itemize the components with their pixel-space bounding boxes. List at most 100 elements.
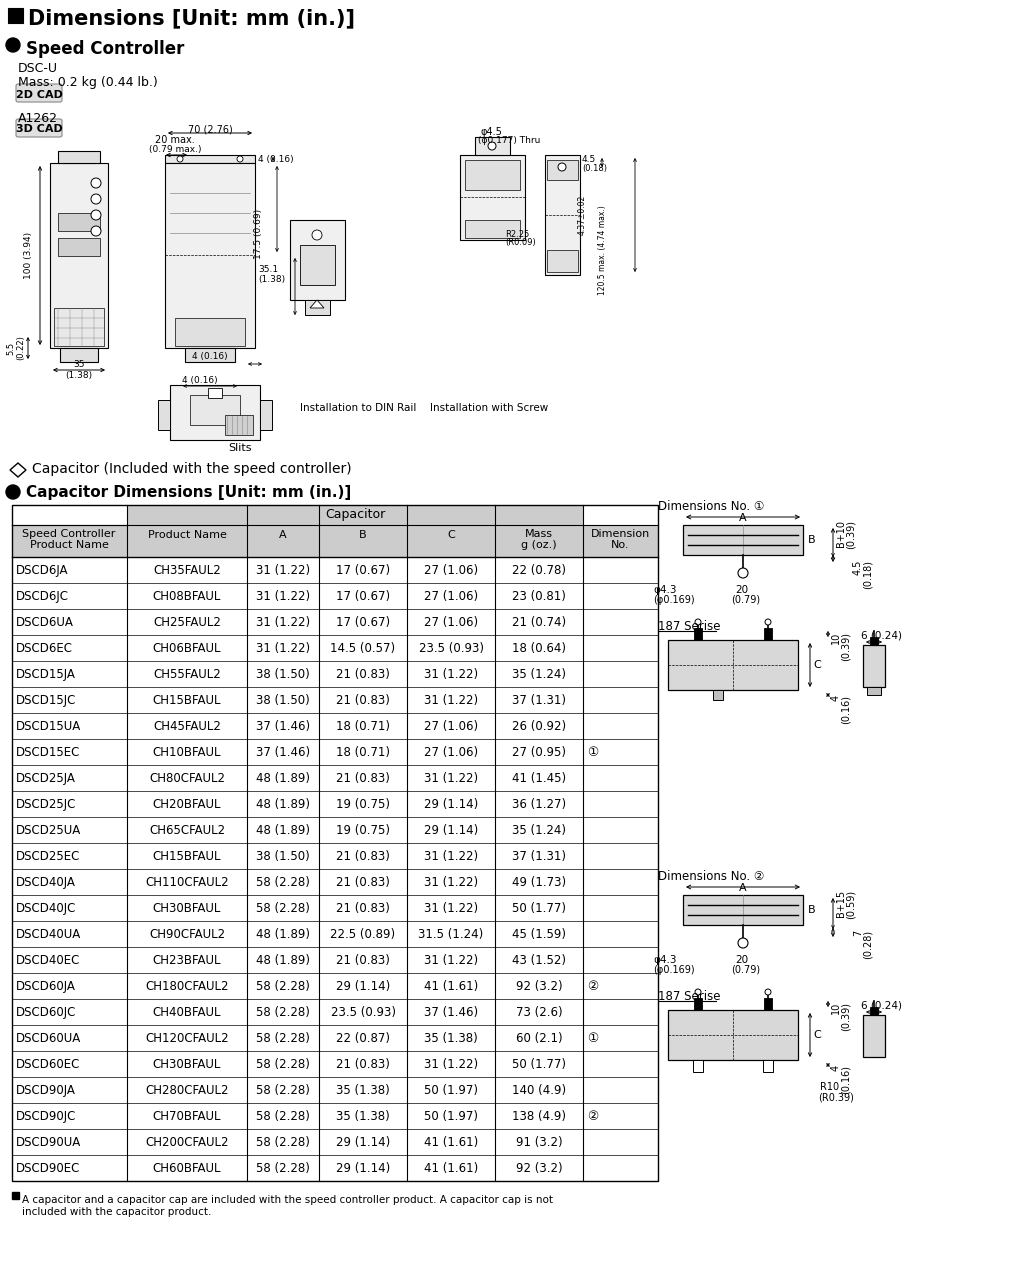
Text: (0.16): (0.16) xyxy=(841,695,850,724)
Text: 58 (2.28): 58 (2.28) xyxy=(256,902,310,915)
Text: 6 (0.24): 6 (0.24) xyxy=(861,1001,902,1011)
Bar xyxy=(870,637,878,645)
Circle shape xyxy=(237,156,243,163)
Text: 35 (1.24): 35 (1.24) xyxy=(512,668,566,681)
Text: 22 (0.78): 22 (0.78) xyxy=(512,564,566,577)
Text: 58 (2.28): 58 (2.28) xyxy=(256,1032,310,1044)
Circle shape xyxy=(765,620,771,625)
Text: CH15BFAUL: CH15BFAUL xyxy=(153,850,222,863)
Text: ②: ② xyxy=(587,980,598,993)
Text: 58 (2.28): 58 (2.28) xyxy=(256,1084,310,1097)
Text: 21 (0.83): 21 (0.83) xyxy=(336,772,390,785)
Circle shape xyxy=(488,142,496,150)
Text: 5.5
(0.22): 5.5 (0.22) xyxy=(6,335,26,361)
Bar xyxy=(185,348,235,362)
Text: DSCD60UA: DSCD60UA xyxy=(16,1032,82,1044)
Text: 43 (1.52): 43 (1.52) xyxy=(512,954,566,966)
Text: DSCD25EC: DSCD25EC xyxy=(16,850,81,863)
Text: 23.5 (0.93): 23.5 (0.93) xyxy=(419,643,484,655)
Bar xyxy=(694,998,702,1010)
Text: 17.5 (0.69): 17.5 (0.69) xyxy=(253,209,262,259)
Text: CH23BFAUL: CH23BFAUL xyxy=(153,954,222,966)
Circle shape xyxy=(738,568,748,579)
Bar xyxy=(764,998,772,1010)
Text: 18 (0.64): 18 (0.64) xyxy=(512,643,566,655)
Circle shape xyxy=(695,989,701,995)
Text: 21 (0.83): 21 (0.83) xyxy=(336,902,390,915)
Bar xyxy=(260,399,272,430)
Bar xyxy=(12,1192,19,1199)
Text: 48 (1.89): 48 (1.89) xyxy=(256,797,310,812)
Text: 20: 20 xyxy=(735,955,748,965)
Text: 4: 4 xyxy=(831,695,841,701)
Text: 31 (1.22): 31 (1.22) xyxy=(424,876,478,890)
Text: 17 (0.67): 17 (0.67) xyxy=(336,616,390,628)
Text: CH10BFAUL: CH10BFAUL xyxy=(153,746,222,759)
Text: 19 (0.75): 19 (0.75) xyxy=(336,824,390,837)
Text: 31 (1.22): 31 (1.22) xyxy=(256,643,310,655)
Text: ①: ① xyxy=(587,1032,598,1044)
Text: 38 (1.50): 38 (1.50) xyxy=(256,694,310,707)
Text: 4: 4 xyxy=(831,1065,841,1071)
Circle shape xyxy=(91,195,101,204)
Text: 48 (1.89): 48 (1.89) xyxy=(256,772,310,785)
Text: 48 (1.89): 48 (1.89) xyxy=(256,954,310,966)
Text: 21 (0.83): 21 (0.83) xyxy=(336,850,390,863)
Text: 37 (1.31): 37 (1.31) xyxy=(512,694,566,707)
Text: 187 Serise: 187 Serise xyxy=(658,620,721,634)
Text: (0.79): (0.79) xyxy=(731,595,760,605)
Text: CH15BFAUL: CH15BFAUL xyxy=(153,694,222,707)
Text: 50 (1.77): 50 (1.77) xyxy=(512,902,566,915)
FancyBboxPatch shape xyxy=(16,84,62,102)
Text: CH280CFAUL2: CH280CFAUL2 xyxy=(145,1084,229,1097)
Text: Dimension: Dimension xyxy=(590,529,649,539)
Text: 21 (0.83): 21 (0.83) xyxy=(336,668,390,681)
Text: CH25FAUL2: CH25FAUL2 xyxy=(153,616,221,628)
Text: CH70BFAUL: CH70BFAUL xyxy=(153,1110,222,1123)
Text: CH30BFAUL: CH30BFAUL xyxy=(153,902,222,915)
Circle shape xyxy=(558,163,566,172)
Bar xyxy=(54,308,104,346)
Text: DSCD60EC: DSCD60EC xyxy=(16,1059,81,1071)
Text: DSCD6EC: DSCD6EC xyxy=(16,643,72,655)
Bar xyxy=(305,300,330,315)
Circle shape xyxy=(91,210,101,220)
Text: 38 (1.50): 38 (1.50) xyxy=(256,668,310,681)
Text: CH45FAUL2: CH45FAUL2 xyxy=(153,719,221,733)
Text: 41 (1.61): 41 (1.61) xyxy=(424,980,478,993)
Text: DSCD6UA: DSCD6UA xyxy=(16,616,74,628)
Text: (0.79 max.): (0.79 max.) xyxy=(149,145,201,154)
Text: 31 (1.22): 31 (1.22) xyxy=(256,564,310,577)
Text: Capacitor (Included with the speed controller): Capacitor (Included with the speed contr… xyxy=(32,462,351,476)
Bar xyxy=(12,506,658,1181)
Polygon shape xyxy=(10,463,26,477)
Text: 18 (0.71): 18 (0.71) xyxy=(336,746,390,759)
Text: C: C xyxy=(447,530,455,540)
Text: 58 (2.28): 58 (2.28) xyxy=(256,1006,310,1019)
Text: CH200CFAUL2: CH200CFAUL2 xyxy=(145,1137,229,1149)
Text: A: A xyxy=(739,513,746,524)
Text: 58 (2.28): 58 (2.28) xyxy=(256,1137,310,1149)
Text: 31 (1.22): 31 (1.22) xyxy=(424,954,478,966)
Circle shape xyxy=(91,178,101,188)
Text: 4 (0.16): 4 (0.16) xyxy=(192,352,228,361)
Text: Product Name: Product Name xyxy=(30,540,108,550)
Bar xyxy=(58,238,100,256)
Text: DSCD15JA: DSCD15JA xyxy=(16,668,76,681)
Text: 29 (1.14): 29 (1.14) xyxy=(424,797,478,812)
Text: CH20BFAUL: CH20BFAUL xyxy=(153,797,222,812)
Text: CH110CFAUL2: CH110CFAUL2 xyxy=(145,876,229,890)
Text: 92 (3.2): 92 (3.2) xyxy=(516,1162,563,1175)
Bar xyxy=(290,220,345,300)
Circle shape xyxy=(91,227,101,236)
Text: C: C xyxy=(813,1030,821,1039)
Text: 48 (1.89): 48 (1.89) xyxy=(256,824,310,837)
Text: 31 (1.22): 31 (1.22) xyxy=(424,668,478,681)
Circle shape xyxy=(738,938,748,948)
Bar xyxy=(547,160,578,180)
Text: 35 (1.38): 35 (1.38) xyxy=(336,1084,390,1097)
Bar xyxy=(867,687,881,695)
Bar xyxy=(668,1010,798,1060)
Text: 140 (4.9): 140 (4.9) xyxy=(512,1084,566,1097)
Text: 21 (0.83): 21 (0.83) xyxy=(336,876,390,890)
